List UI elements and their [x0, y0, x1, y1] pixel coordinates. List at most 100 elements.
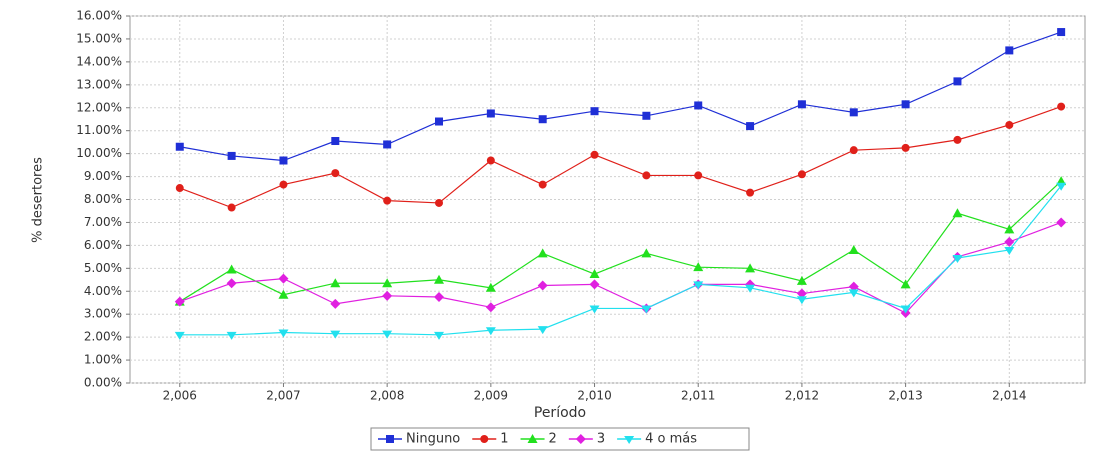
marker: [590, 107, 599, 116]
legend: [370, 427, 750, 451]
marker: [745, 263, 756, 273]
marker: [434, 291, 445, 302]
marker: [693, 262, 704, 272]
marker: [226, 331, 237, 340]
marker: [952, 208, 963, 218]
y-tick-label: 6.00%: [84, 238, 122, 252]
marker: [745, 284, 756, 293]
marker: [694, 101, 703, 110]
marker: [901, 143, 910, 152]
y-tick-label: 0.00%: [84, 376, 122, 390]
marker: [537, 326, 548, 335]
y-axis-label: % desertores: [31, 157, 46, 243]
x-tick-label: 2,011: [681, 389, 715, 403]
marker: [952, 254, 963, 263]
marker: [382, 278, 393, 288]
marker: [848, 244, 859, 254]
y-tick-label: 8.00%: [84, 192, 122, 206]
marker: [1005, 120, 1014, 129]
marker: [227, 203, 236, 212]
marker: [590, 150, 599, 159]
marker: [331, 137, 340, 146]
y-tick-label: 10.00%: [76, 146, 122, 160]
marker: [589, 279, 600, 290]
y-tick-label: 13.00%: [76, 77, 122, 91]
marker: [434, 274, 445, 284]
marker: [796, 296, 807, 305]
y-tick-label: 3.00%: [84, 307, 122, 321]
marker: [642, 111, 651, 120]
marker: [175, 184, 184, 193]
x-axis-label: Período: [534, 405, 586, 421]
marker: [537, 280, 548, 291]
marker: [486, 156, 495, 165]
marker: [693, 281, 704, 290]
marker: [1005, 46, 1014, 55]
marker: [434, 331, 445, 340]
legend-marker: [527, 434, 538, 443]
marker: [330, 278, 341, 288]
marker: [589, 269, 600, 279]
marker: [382, 330, 393, 339]
marker: [278, 329, 289, 338]
marker: [953, 135, 962, 144]
legend-marker: [624, 436, 635, 444]
marker: [485, 327, 496, 336]
legend-label: 4 o más: [645, 432, 697, 447]
y-tick-label: 15.00%: [76, 31, 122, 45]
marker: [330, 298, 341, 309]
marker: [485, 302, 496, 313]
marker: [382, 290, 393, 301]
series-line: [179, 31, 1062, 162]
x-tick-label: 2,010: [577, 389, 611, 403]
marker: [227, 151, 236, 160]
marker: [746, 188, 755, 197]
marker: [848, 289, 859, 298]
marker: [278, 289, 289, 299]
x-tick-label: 2,007: [266, 389, 300, 403]
marker: [1057, 102, 1066, 111]
legend-label: 3: [597, 432, 605, 447]
marker: [1004, 236, 1015, 247]
series-line: [179, 106, 1062, 209]
marker: [383, 140, 392, 149]
y-tick-label: 12.00%: [76, 100, 122, 114]
legend-marker: [575, 434, 586, 444]
x-tick-label: 2,008: [370, 389, 404, 403]
x-tick-label: 2,009: [474, 389, 508, 403]
marker: [694, 171, 703, 180]
marker: [331, 169, 340, 178]
legend-label: 2: [549, 432, 557, 447]
marker: [174, 296, 185, 307]
marker: [901, 100, 910, 109]
marker: [953, 77, 962, 86]
marker: [900, 305, 911, 314]
legend-label: 1: [500, 432, 508, 447]
y-tick-label: 1.00%: [84, 353, 122, 367]
marker: [330, 330, 341, 339]
marker: [278, 273, 289, 284]
marker: [796, 288, 807, 299]
marker: [641, 305, 652, 314]
marker: [848, 281, 859, 292]
marker: [538, 180, 547, 189]
series-line: [179, 221, 1062, 314]
series-line: [179, 180, 1062, 303]
marker: [485, 282, 496, 292]
y-tick-label: 4.00%: [84, 284, 122, 298]
marker: [746, 122, 755, 131]
legend-marker: [386, 435, 394, 443]
marker: [900, 279, 911, 289]
marker: [589, 305, 600, 314]
marker: [796, 275, 807, 285]
marker: [1004, 224, 1015, 234]
marker: [537, 248, 548, 258]
marker: [435, 117, 444, 126]
x-tick-label: 2,013: [888, 389, 922, 403]
x-tick-label: 2,014: [992, 389, 1026, 403]
marker: [1056, 217, 1067, 228]
marker: [174, 331, 185, 340]
marker: [435, 198, 444, 207]
marker: [1004, 246, 1015, 255]
